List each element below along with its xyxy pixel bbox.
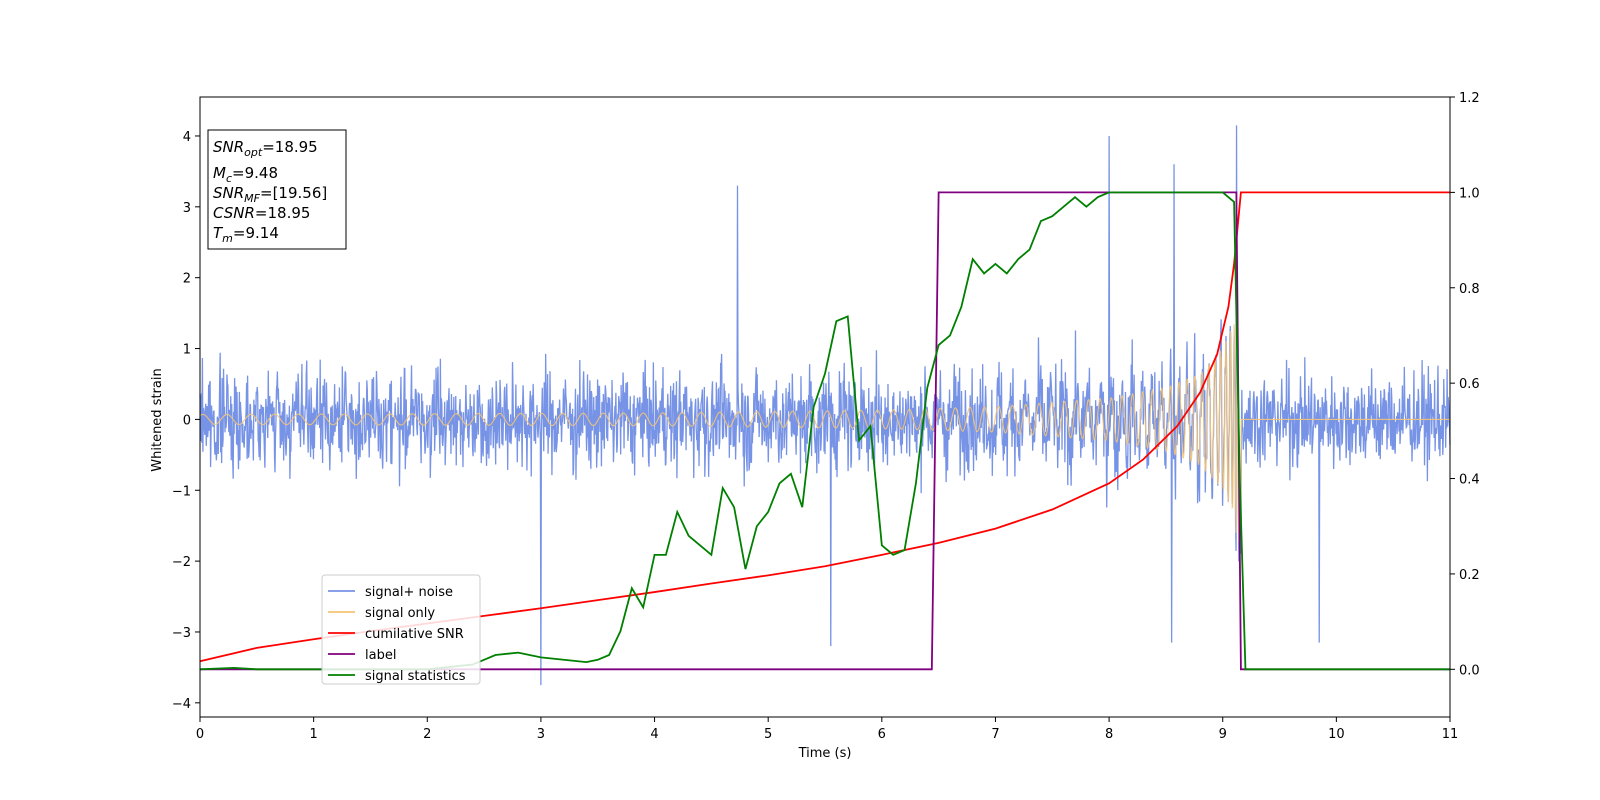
x-tick-label: 10 (1328, 727, 1345, 742)
signal-only-series (199, 293, 1450, 543)
y-right-tick-label: 1.0 (1459, 186, 1480, 201)
y-axis-right: 0.0 0.2 0.4 0.6 0.8 1.0 1.2 (1450, 91, 1480, 678)
y-left-tick-label: 4 (183, 130, 191, 145)
x-tick-label: 2 (423, 727, 431, 742)
legend-box (321, 574, 481, 685)
y-right-tick-label: 0.8 (1459, 282, 1480, 297)
legend-label: cumilative SNR (365, 627, 464, 642)
x-tick-label: 7 (991, 727, 999, 742)
legend-label: signal+ noise (365, 585, 453, 600)
y-right-tick-label: 1.2 (1459, 91, 1480, 106)
x-tick-label: 1 (309, 727, 317, 742)
x-tick-label: 5 (764, 727, 772, 742)
stats-annotation: SNRopt=18.95 Mc=9.48 SNRMF=[19.56] CSNR=… (207, 129, 347, 250)
y-right-tick-label: 0.4 (1459, 473, 1480, 488)
legend-items: signal+ noise signal only cumilative SNR la… (328, 585, 466, 684)
signal-only-line (199, 293, 1450, 543)
y-left-tick-label: −4 (172, 697, 191, 712)
x-axis: 0 1 2 3 4 5 6 7 8 9 10 11 (196, 717, 1458, 742)
legend: signal+ noise signal only cumilative SNR la… (321, 574, 481, 685)
legend-label: label (365, 648, 396, 663)
stats-annotation-box (207, 129, 347, 250)
x-tick-label: 11 (1442, 727, 1459, 742)
x-tick-label: 9 (1219, 727, 1227, 742)
y-left-tick-label: −3 (172, 626, 191, 641)
y-left-tick-label: 0 (183, 413, 191, 428)
signal-noise-series (199, 125, 1451, 686)
csnr-text: CSNR=18.95 (213, 204, 310, 222)
y-left-tick-label: −1 (172, 484, 191, 499)
legend-label: signal statistics (365, 669, 466, 684)
x-tick-label: 4 (650, 727, 658, 742)
snr-mf-text: SNRMF=[19.56] (213, 184, 327, 205)
y-left-tick-label: 1 (183, 343, 191, 358)
mc-text: Mc=9.48 (213, 164, 278, 185)
y-left-tick-label: 3 (183, 201, 191, 216)
signal-noise-line (199, 125, 1451, 686)
tm-text: Tm=9.14 (213, 224, 279, 245)
signal-statistics-line (199, 191, 1450, 671)
y-right-tick-label: 0.6 (1459, 377, 1480, 392)
snr-opt-text: SNRopt=18.95 (213, 138, 318, 159)
x-tick-label: 3 (537, 727, 545, 742)
x-axis-label: Time (s) (798, 746, 852, 761)
y-right-tick-label: 0.2 (1459, 568, 1480, 583)
y-axis-label: Whitened strain (150, 368, 165, 471)
plot-frame (199, 96, 1451, 718)
x-tick-label: 8 (1105, 727, 1113, 742)
y-axis-left: −4 −3 −2 −1 0 1 2 3 4 (172, 130, 200, 712)
x-tick-label: 0 (196, 727, 204, 742)
y-left-tick-label: −2 (172, 555, 191, 570)
x-tick-label: 6 (878, 727, 886, 742)
y-left-tick-label: 2 (183, 272, 191, 287)
y-right-tick-label: 0.0 (1459, 663, 1480, 678)
legend-label: signal only (365, 606, 435, 621)
